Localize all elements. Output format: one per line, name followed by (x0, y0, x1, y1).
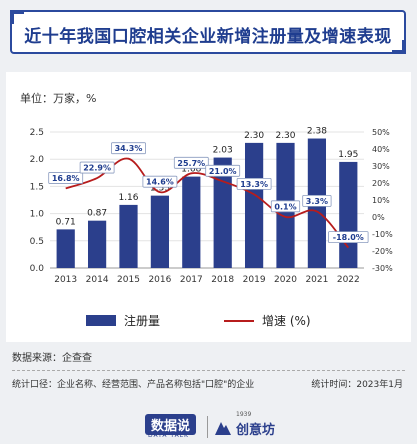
y-right-tick-label: 50% (372, 128, 390, 137)
bar (182, 176, 201, 268)
growth-label-box (111, 142, 146, 155)
y-right-tick-label: 0% (372, 213, 385, 222)
growth-value-label: 21.0% (209, 167, 237, 176)
bar-value-label: 2.38 (307, 127, 327, 137)
y-right-tick-label: 40% (372, 145, 390, 154)
title-frame: 近十年我国口腔相关企业新增注册量及增速表现 (10, 10, 406, 54)
bar-value-label: 1.68 (181, 165, 201, 175)
growth-label-box (328, 231, 369, 244)
logo2-year: 1939 (236, 411, 252, 418)
x-tick-label: 2014 (86, 275, 109, 285)
stat-time: 统计时间：2023年1月 (311, 380, 403, 390)
bar (339, 161, 358, 268)
chart-title: 近十年我国口腔相关企业新增注册量及增速表现 (24, 27, 392, 47)
growth-label-box (270, 200, 301, 213)
datatalk-logo-sub: DATA TALK (148, 432, 189, 439)
mountain-logo-icon (215, 422, 231, 435)
legend-item-line: 增速 (%) (224, 312, 311, 329)
x-tick-label: 2015 (117, 275, 140, 285)
bar-value-label: 2.30 (244, 131, 264, 141)
data-source: 数据来源：企查查 (12, 353, 92, 364)
chuangyifang-logo: 创意坊 (236, 423, 276, 438)
y-left-tick-label: 2.0 (30, 155, 45, 165)
dashed-divider (12, 370, 405, 371)
combo-chart: 0.00.51.01.52.02.5 50%40%30%20%10%0%-10%-… (30, 127, 393, 285)
growth-value-label: 25.7% (177, 159, 205, 168)
growth-label-box (142, 175, 178, 188)
logo-divider (207, 416, 208, 438)
y-left-tick-label: 1.0 (30, 210, 45, 220)
datatalk-logo: 数据说 (145, 414, 197, 435)
y-left-tick-label: 0.0 (30, 264, 45, 274)
growth-value-label: -18.0% (333, 233, 364, 242)
x-tick-label: 2016 (148, 275, 171, 285)
bar (119, 204, 138, 268)
legend-line-label: 增速 (%) (262, 314, 311, 328)
growth-label-box (173, 156, 209, 169)
growth-label-box (79, 161, 115, 174)
growth-label-box (236, 177, 272, 190)
bar-value-label: 2.30 (275, 131, 295, 141)
y-right-tick-label: 10% (372, 196, 390, 205)
bar (56, 229, 75, 268)
bar-value-label: 0.71 (56, 217, 76, 227)
y-right-tick-label: -30% (372, 264, 393, 273)
growth-label-box (205, 164, 241, 177)
bar (213, 157, 232, 268)
legend-bar-swatch (86, 315, 116, 326)
growth-value-label: 14.6% (146, 178, 174, 187)
y-left-tick-label: 1.5 (30, 182, 44, 192)
legend-bar-label: 注册量 (124, 314, 161, 328)
unit-label: 单位：万家，% (20, 92, 97, 105)
bar-value-label: 0.87 (87, 209, 107, 219)
y-left-tick-label: 0.5 (30, 237, 44, 247)
chart-card: 单位：万家，% 0.0 0.5 1.0 1.5 2.0 2.5 50% 40% 30% 20% 10… (6, 72, 411, 342)
bar (150, 195, 170, 268)
x-tick-label: 2018 (211, 275, 234, 285)
stat-scope: 统计口径：企业名称、经营范围、产品名称包括"口腔"的企业 (12, 380, 255, 390)
y-right-tick-label: 20% (372, 179, 390, 188)
y-right-tick-label: -20% (372, 247, 393, 256)
growth-label-box (48, 172, 84, 184)
bar-value-label: 1.16 (118, 193, 138, 203)
x-tick-label: 2019 (243, 275, 266, 285)
footer-logos: 数据说 DATA TALK 1939 创意坊 (0, 408, 417, 439)
legend-line-swatch (224, 319, 254, 322)
growth-value-label: 0.1% (274, 202, 296, 211)
x-tick-label: 2021 (305, 275, 328, 285)
y-right-tick-label: 30% (372, 162, 390, 171)
growth-value-label: 34.3% (115, 144, 143, 153)
growth-value-label: 3.3% (306, 197, 328, 206)
x-tick-label: 2013 (54, 275, 77, 285)
growth-value-label: 13.3% (240, 180, 268, 189)
bar-value-label: 1.95 (338, 150, 358, 160)
x-tick-label: 2020 (274, 275, 297, 285)
bar-value-label: 2.03 (213, 146, 233, 156)
bar (87, 220, 107, 268)
y-left-tick-label: 2.5 (30, 128, 44, 138)
bar-value-label: 1.33 (150, 184, 170, 194)
growth-value-label: 16.8% (52, 174, 80, 183)
chart-legend: 注册量 增速 (%) (6, 308, 411, 332)
x-tick-label: 2017 (180, 275, 203, 285)
growth-value-label: 22.9% (83, 164, 111, 173)
growth-label-box (302, 194, 332, 207)
legend-item-bar: 注册量 (86, 312, 160, 329)
x-tick-label: 2022 (337, 275, 360, 285)
bar (244, 142, 264, 268)
y-right-tick-label: -10% (372, 230, 393, 239)
